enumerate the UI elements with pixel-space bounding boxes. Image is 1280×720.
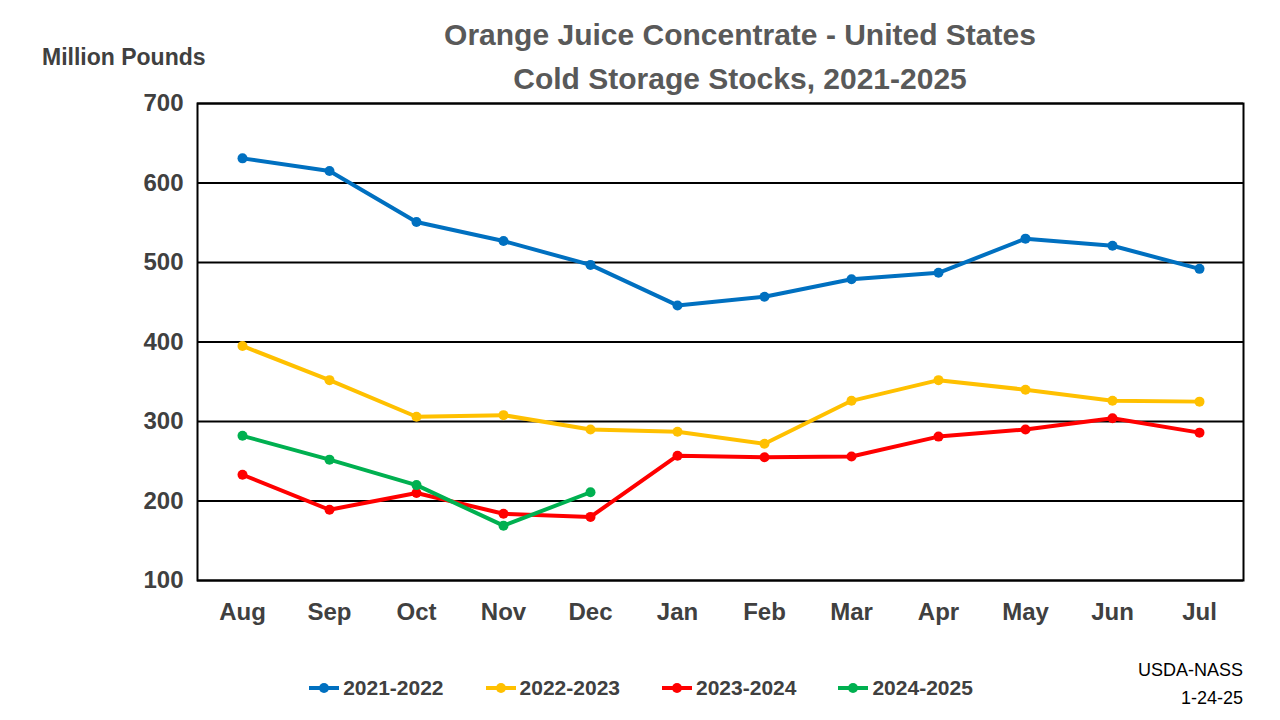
svg-text:May: May bbox=[1002, 598, 1049, 625]
svg-text:Jul: Jul bbox=[1182, 598, 1217, 625]
svg-text:Dec: Dec bbox=[568, 598, 612, 625]
html-text:2023-2024: 2023-2024 bbox=[696, 676, 797, 699]
html-text:2024-2025: 2024-2025 bbox=[872, 676, 973, 699]
svg-text:400: 400 bbox=[143, 328, 183, 355]
svg-text:700: 700 bbox=[143, 89, 183, 116]
svg-text:300: 300 bbox=[143, 407, 183, 434]
html-text:Cold Storage Stocks, 2021-2025: Cold Storage Stocks, 2021-2025 bbox=[513, 62, 967, 95]
html-text:Orange Juice Concentrate - Uni: Orange Juice Concentrate - United States bbox=[444, 18, 1036, 51]
html-text:2021-2022: 2021-2022 bbox=[343, 676, 444, 699]
svg-text:Mar: Mar bbox=[830, 598, 873, 625]
svg-text:Apr: Apr bbox=[918, 598, 959, 625]
svg-text:Jun: Jun bbox=[1091, 598, 1134, 625]
svg-text:Oct: Oct bbox=[396, 598, 436, 625]
html-text:Million Pounds: Million Pounds bbox=[42, 44, 206, 70]
svg-text:500: 500 bbox=[143, 248, 183, 275]
svg-text:100: 100 bbox=[143, 566, 183, 593]
html-text:2022-2023: 2022-2023 bbox=[519, 676, 620, 699]
svg-text:600: 600 bbox=[143, 169, 183, 196]
svg-text:Nov: Nov bbox=[481, 598, 527, 625]
svg-text:Aug: Aug bbox=[219, 598, 266, 625]
svg-text:Feb: Feb bbox=[743, 598, 786, 625]
html-text:USDA-NASS: USDA-NASS bbox=[1138, 660, 1243, 680]
svg-text:Jan: Jan bbox=[657, 598, 698, 625]
svg-text:Sep: Sep bbox=[307, 598, 351, 625]
svg-text:200: 200 bbox=[143, 487, 183, 514]
html-text:1-24-25: 1-24-25 bbox=[1181, 688, 1243, 708]
